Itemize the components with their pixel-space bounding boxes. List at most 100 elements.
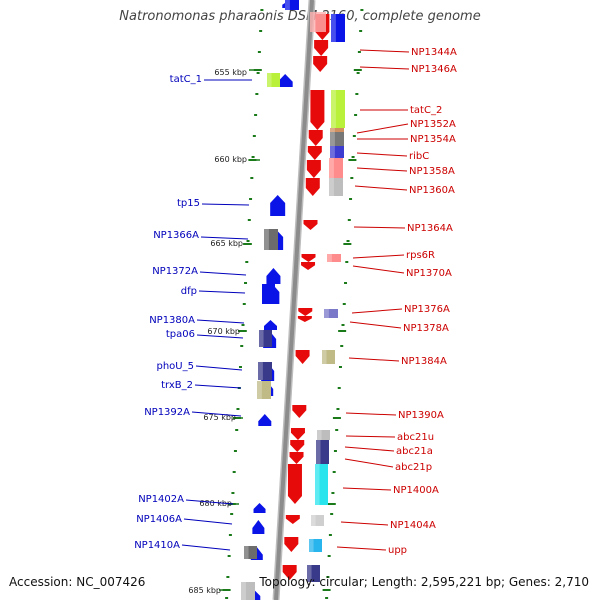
gene-label-NP1390A[interactable]: NP1390A (398, 410, 444, 421)
forward-gene-arrow (313, 56, 328, 72)
ring-dot (347, 219, 351, 221)
ring-dot (230, 513, 234, 515)
scale-label: 670 kbp (207, 327, 240, 336)
gene-label-NP1406A[interactable]: NP1406A (136, 514, 182, 525)
reverse-gene-arrow (264, 320, 277, 330)
gene-label-NP1410A[interactable]: NP1410A (134, 540, 180, 551)
gene-label-abc21u[interactable]: abc21u (397, 432, 434, 443)
gene-label-NP1344A[interactable]: NP1344A (411, 47, 457, 58)
forward-cog-box (309, 539, 322, 552)
ring-dot (227, 555, 231, 557)
gene-label-upp[interactable]: upp (388, 545, 407, 556)
ring-dot (331, 492, 335, 494)
ring-dot (344, 282, 348, 284)
forward-gene-arrow (290, 440, 305, 452)
forward-label-leader (351, 308, 403, 314)
gene-label-NP1364A[interactable]: NP1364A (407, 223, 453, 234)
gene-label-NP1392A[interactable]: NP1392A (144, 407, 190, 418)
gene-label-NP1346A[interactable]: NP1346A (411, 64, 457, 75)
forward-label-leader (349, 321, 402, 329)
forward-gene-arrow (301, 262, 316, 270)
forward-label-leader (356, 167, 408, 172)
reverse-cog-box (258, 362, 272, 380)
forward-gene-arrow (307, 146, 322, 160)
ring-dot (252, 135, 256, 137)
gene-label-NP1402A[interactable]: NP1402A (138, 494, 184, 505)
ring-dot (356, 72, 360, 74)
gene-label-NP1404A[interactable]: NP1404A (390, 520, 436, 531)
scale-tick (332, 417, 341, 419)
scale-tick (348, 159, 357, 161)
reverse-cog-box-shade (258, 362, 263, 380)
gene-label-trxB_2[interactable]: trxB_2 (161, 380, 193, 391)
reverse-cog-box (267, 73, 280, 87)
gene-label-NP1358A[interactable]: NP1358A (409, 166, 455, 177)
forward-cog-box (330, 146, 344, 158)
gene-label-phoU_5[interactable]: phoU_5 (157, 361, 195, 372)
gene-label-abc21p[interactable]: abc21p (395, 462, 432, 473)
reverse-gene-block (262, 284, 275, 304)
gene-label-ribC[interactable]: ribC (409, 151, 429, 162)
scale-label: 665 kbp (210, 239, 243, 248)
ring-dot (354, 114, 358, 116)
gene-label-NP1380A[interactable]: NP1380A (149, 315, 195, 326)
gene-label-NP1372A[interactable]: NP1372A (152, 266, 198, 277)
reverse-cog-box (285, 0, 299, 10)
gene-label-abc21a[interactable]: abc21a (396, 446, 433, 457)
gene-label-NP1378A[interactable]: NP1378A (403, 323, 449, 334)
forward-gene-arrow (284, 537, 299, 552)
forward-cog-box (311, 515, 324, 526)
gene-label-NP1352A[interactable]: NP1352A (410, 119, 456, 130)
forward-gene-arrow (314, 40, 329, 56)
forward-gene-arrow (310, 90, 325, 130)
forward-cog-box-shade (327, 254, 332, 262)
ring-dot (226, 576, 230, 578)
forward-gene-highlight (310, 12, 326, 32)
ring-dot (342, 303, 346, 305)
forward-label-leader (353, 226, 406, 229)
gene-label-NP1384A[interactable]: NP1384A (401, 356, 447, 367)
gene-label-NP1360A[interactable]: NP1360A (409, 185, 455, 196)
forward-gene-arrow (301, 254, 316, 262)
ring-dot (250, 177, 254, 179)
scale-label: 685 kbp (188, 586, 221, 595)
ring-dot (259, 30, 263, 32)
ring-dot (257, 51, 261, 53)
gene-label-rps6R[interactable]: rps6R (406, 250, 435, 261)
gene-label-tpa06[interactable]: tpa06 (166, 329, 195, 340)
reverse-cog-box-shade (264, 229, 269, 250)
ring-dot (351, 156, 355, 158)
forward-cog-box-shade (330, 146, 335, 158)
ring-dot (245, 261, 249, 263)
reverse-gene-arrow (258, 414, 272, 426)
forward-label-leader (345, 435, 396, 438)
ring-dot (254, 114, 258, 116)
gene-label-tatC_1[interactable]: tatC_1 (170, 74, 202, 85)
gene-label-dfp[interactable]: dfp (181, 286, 197, 297)
gene-label-NP1366A[interactable]: NP1366A (153, 230, 199, 241)
ring-dot (244, 282, 248, 284)
ring-dot (235, 429, 239, 431)
gene-label-tp15[interactable]: tp15 (177, 198, 200, 209)
reverse-cog-box-shade (244, 546, 249, 559)
forward-label-leader (345, 412, 397, 416)
gene-label-tatC_2[interactable]: tatC_2 (410, 105, 442, 116)
forward-cog-box (330, 132, 344, 146)
reverse-cog-box (244, 546, 257, 559)
reverse-cog-box-shade (285, 0, 290, 10)
forward-cog-box-shade (316, 440, 321, 464)
ring-dot (256, 72, 260, 74)
gene-label-NP1370A[interactable]: NP1370A (406, 268, 452, 279)
ring-dot (337, 387, 341, 389)
reverse-label-leader (185, 499, 234, 505)
genome-title: Natronomonas pharaonis DSM 2160, complet… (119, 9, 481, 24)
forward-label-leader (352, 254, 405, 259)
forward-label-leader (352, 265, 405, 274)
ring-dot (330, 513, 334, 515)
scale-tick (338, 330, 347, 332)
gene-label-NP1400A[interactable]: NP1400A (393, 485, 439, 496)
gene-label-NP1376A[interactable]: NP1376A (404, 304, 450, 315)
gene-label-NP1354A[interactable]: NP1354A (410, 134, 456, 145)
forward-label-leader (356, 123, 409, 134)
reverse-label-leader (199, 271, 247, 276)
